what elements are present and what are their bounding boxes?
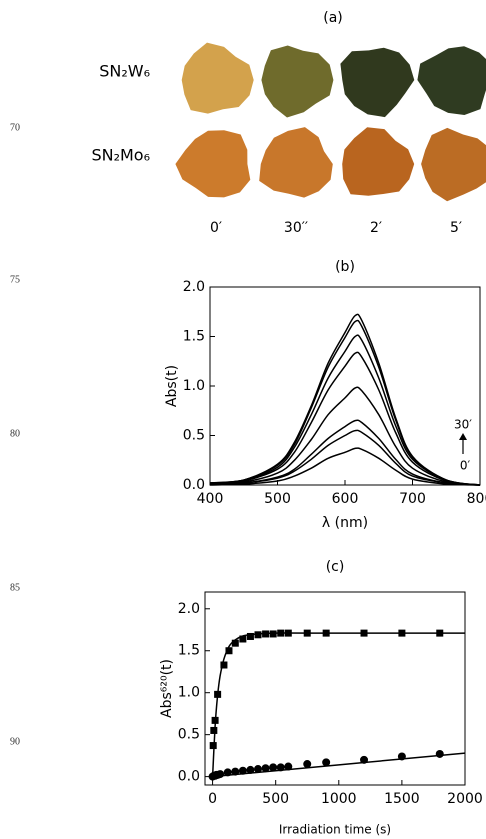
panel-label: (a) xyxy=(323,10,343,26)
sample-photo xyxy=(181,42,254,114)
line-number: 70 xyxy=(10,122,20,133)
curve xyxy=(209,419,481,486)
annotation: 0′ xyxy=(460,459,471,473)
point xyxy=(261,764,270,773)
point xyxy=(210,726,218,734)
plot-frame xyxy=(204,591,466,786)
curve xyxy=(209,334,481,486)
x-tick-label: 2000 xyxy=(447,791,483,807)
curve xyxy=(211,632,465,777)
point xyxy=(246,765,255,774)
y-tick-label: 1.5 xyxy=(178,643,200,659)
x-tick-label: 700 xyxy=(399,491,426,507)
y-axis-label: Abs⁶²⁰(t) xyxy=(159,659,175,718)
y-tick-label: 1.5 xyxy=(183,329,205,345)
point xyxy=(284,762,293,771)
point xyxy=(225,647,233,655)
curve xyxy=(209,313,481,486)
sample-photo xyxy=(259,127,333,198)
curve xyxy=(209,447,481,486)
sample-label: SN₂W₆ xyxy=(99,62,150,81)
point xyxy=(303,760,312,769)
curve xyxy=(209,351,481,486)
plot-frame xyxy=(209,286,481,486)
point xyxy=(220,661,228,669)
x-tick-label: 800 xyxy=(467,491,486,507)
sample-label: SN₂Mo₆ xyxy=(91,146,150,165)
annotation: 30′ xyxy=(454,418,472,432)
y-tick-label: 2.0 xyxy=(178,601,200,617)
x-tick-label: 600 xyxy=(332,491,359,507)
curve xyxy=(212,752,466,778)
x-tick-label: 400 xyxy=(197,491,224,507)
y-tick-label: 0.5 xyxy=(183,428,205,444)
x-tick-label: 1500 xyxy=(384,791,420,807)
y-tick-label: 1.0 xyxy=(178,685,200,701)
point xyxy=(239,635,247,643)
chart-title: (b) xyxy=(335,259,355,275)
line-number: 80 xyxy=(10,428,20,439)
x-tick-label: 500 xyxy=(264,491,291,507)
x-tick-label: 1000 xyxy=(321,791,357,807)
time-label: 30′′ xyxy=(284,220,308,236)
point xyxy=(209,742,217,750)
y-tick-label: 0.0 xyxy=(178,769,200,785)
y-tick-label: 1.0 xyxy=(183,378,205,394)
time-label: 2′ xyxy=(370,220,382,236)
x-tick-label: 500 xyxy=(262,791,289,807)
line-number: 75 xyxy=(10,274,20,285)
sample-photo xyxy=(421,127,486,202)
point xyxy=(231,639,239,647)
y-tick-label: 2.0 xyxy=(183,279,205,295)
line-number: 85 xyxy=(10,582,20,593)
x-axis-label: λ (nm) xyxy=(322,515,368,531)
point xyxy=(435,749,444,758)
curve xyxy=(209,386,481,486)
y-tick-label: 0.5 xyxy=(178,727,200,743)
sample-photo xyxy=(342,127,415,196)
curve xyxy=(209,319,481,486)
time-label: 0′ xyxy=(210,220,222,236)
point xyxy=(269,763,278,772)
sample-photo xyxy=(417,46,486,115)
line-number: 90 xyxy=(10,736,20,747)
x-axis-label: Irradiation time (s) xyxy=(279,823,391,837)
y-axis-label: Abs(t) xyxy=(164,365,180,407)
x-tick-label: 0 xyxy=(208,791,217,807)
sample-photo xyxy=(261,45,334,118)
sample-photo xyxy=(340,47,415,118)
y-tick-label: 0.0 xyxy=(183,477,205,493)
arrow-head xyxy=(459,433,467,440)
point xyxy=(238,766,247,775)
point xyxy=(246,632,254,640)
point xyxy=(322,758,331,767)
sample-photo xyxy=(175,130,251,198)
time-label: 5′ xyxy=(450,220,462,236)
point xyxy=(269,630,277,638)
point xyxy=(254,631,262,639)
chart-title: (c) xyxy=(326,559,345,575)
point xyxy=(254,765,263,774)
curve xyxy=(209,429,481,486)
